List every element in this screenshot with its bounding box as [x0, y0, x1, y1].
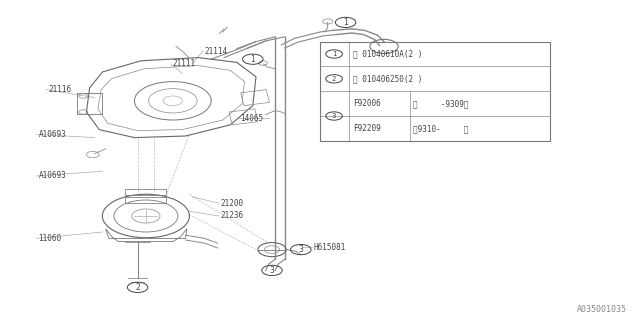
Text: 14065: 14065	[240, 114, 263, 123]
Text: 21236: 21236	[221, 212, 244, 220]
Text: 11060: 11060	[38, 234, 61, 243]
Text: 21111: 21111	[173, 60, 196, 68]
Text: 21114: 21114	[205, 47, 228, 56]
Text: Ⓑ 010406250(2 ): Ⓑ 010406250(2 )	[353, 74, 422, 83]
Text: 1: 1	[332, 51, 337, 57]
Text: 1: 1	[250, 55, 255, 64]
Text: A10693: A10693	[38, 172, 66, 180]
Text: 〈9310-     〉: 〈9310- 〉	[413, 124, 469, 133]
Bar	[320, 42, 550, 141]
Bar	[125, 189, 166, 195]
Text: 21200: 21200	[221, 199, 244, 208]
Text: 3: 3	[298, 245, 303, 254]
Text: A035001035: A035001035	[577, 305, 627, 314]
Text: F92006: F92006	[353, 99, 380, 108]
Text: A10693: A10693	[38, 130, 66, 139]
Text: 2: 2	[135, 283, 140, 292]
Text: 2: 2	[332, 76, 336, 82]
Bar	[77, 93, 102, 114]
Text: 〈     -9309〉: 〈 -9309〉	[413, 99, 469, 108]
Text: 3: 3	[269, 266, 275, 275]
Text: 21116: 21116	[48, 85, 71, 94]
Text: H615081: H615081	[314, 243, 346, 252]
Text: 3: 3	[332, 113, 337, 119]
Text: Ⓑ 01040610A(2 ): Ⓑ 01040610A(2 )	[353, 50, 422, 59]
Bar	[125, 197, 166, 203]
Text: F92209: F92209	[353, 124, 380, 133]
Text: 1: 1	[343, 18, 348, 27]
